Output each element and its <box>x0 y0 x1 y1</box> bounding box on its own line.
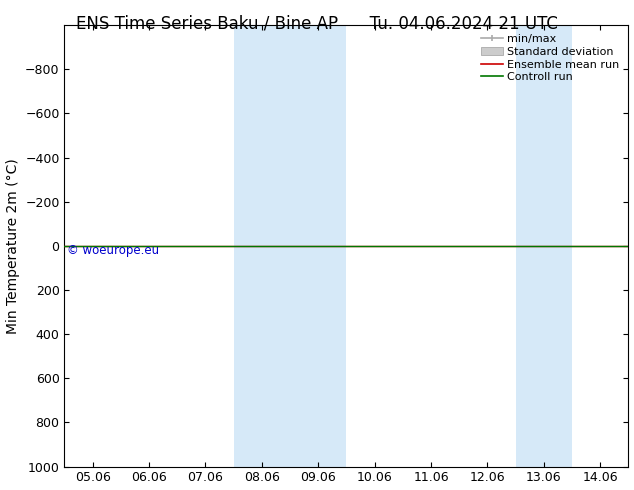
Y-axis label: Min Temperature 2m (°C): Min Temperature 2m (°C) <box>6 158 20 334</box>
Text: © woeurope.eu: © woeurope.eu <box>67 244 159 257</box>
Text: ENS Time Series Baku / Bine AP      Tu. 04.06.2024 21 UTC: ENS Time Series Baku / Bine AP Tu. 04.06… <box>76 15 558 33</box>
Legend: min/max, Standard deviation, Ensemble mean run, Controll run: min/max, Standard deviation, Ensemble me… <box>477 31 623 86</box>
Bar <box>234 25 346 466</box>
Bar <box>515 25 572 466</box>
